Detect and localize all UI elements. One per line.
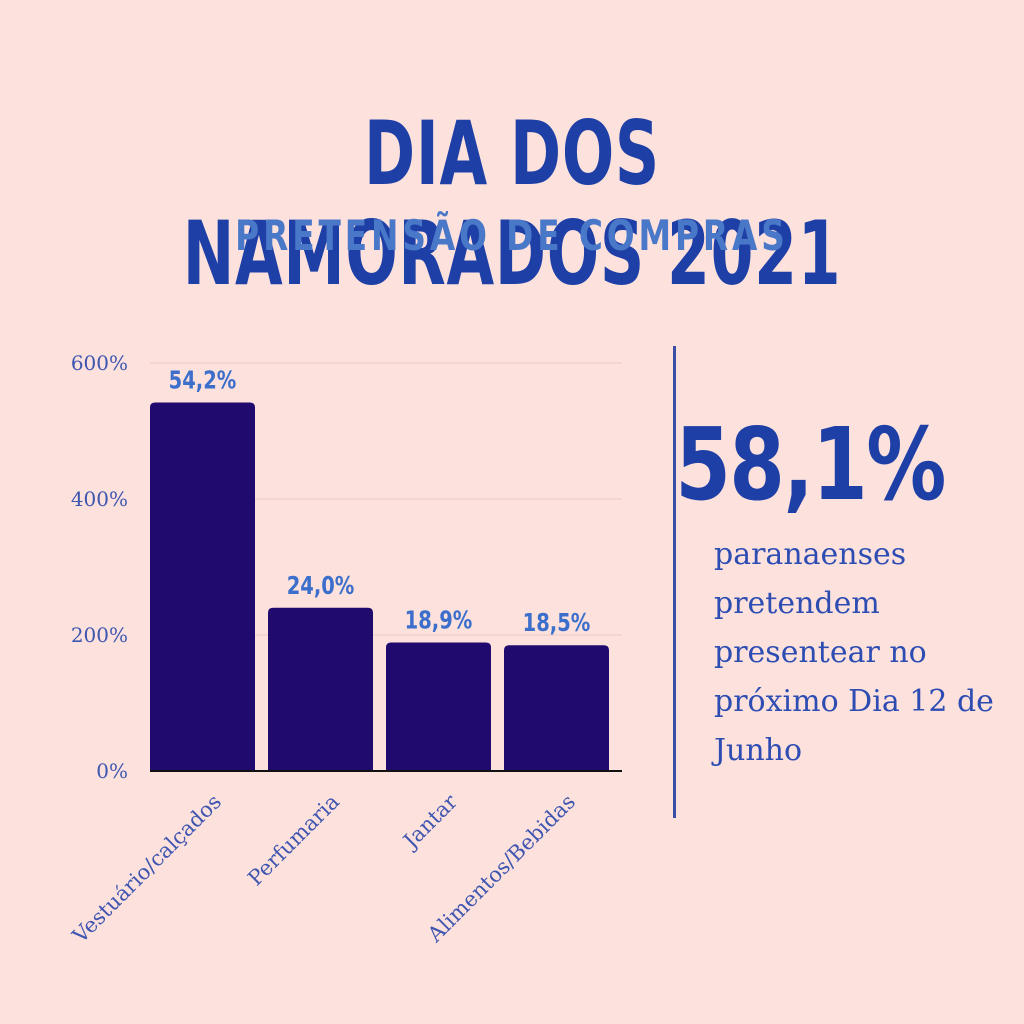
bar-value-label: 18,9% (405, 606, 473, 635)
y-tick-label: 200% (71, 623, 128, 647)
category-label: Vestuário/calçados (67, 790, 226, 949)
divider (673, 346, 676, 818)
stat-value: 58,1% (675, 406, 946, 523)
category-label: Jantar (397, 789, 462, 854)
stat-description: paranaenses pretendem presentear no próx… (714, 537, 994, 768)
category-label: Perfumaria (243, 790, 344, 891)
bar-value-label: 54,2% (169, 366, 237, 395)
bar (268, 607, 373, 771)
bar (150, 402, 255, 771)
bar (386, 642, 491, 771)
page-title: DIA DOS NAMORADOS 2021 (182, 102, 842, 305)
value-labels: 54,2% 24,0% 18,9% 18,5% (169, 366, 591, 638)
bar-value-label: 18,5% (523, 609, 591, 638)
page-subtitle: PRETENSÃO DE COMPRAS (235, 211, 789, 260)
y-tick-label: 600% (71, 351, 128, 375)
y-tick-label: 0% (96, 759, 128, 783)
y-axis-ticks: 0% 200% 400% 600% (71, 351, 128, 783)
bar-value-label: 24,0% (287, 571, 355, 600)
bar (504, 645, 609, 771)
category-labels: Vestuário/calçados Perfumaria JantarAlimen… (67, 789, 580, 948)
bars (150, 402, 609, 771)
y-tick-label: 400% (71, 487, 128, 511)
